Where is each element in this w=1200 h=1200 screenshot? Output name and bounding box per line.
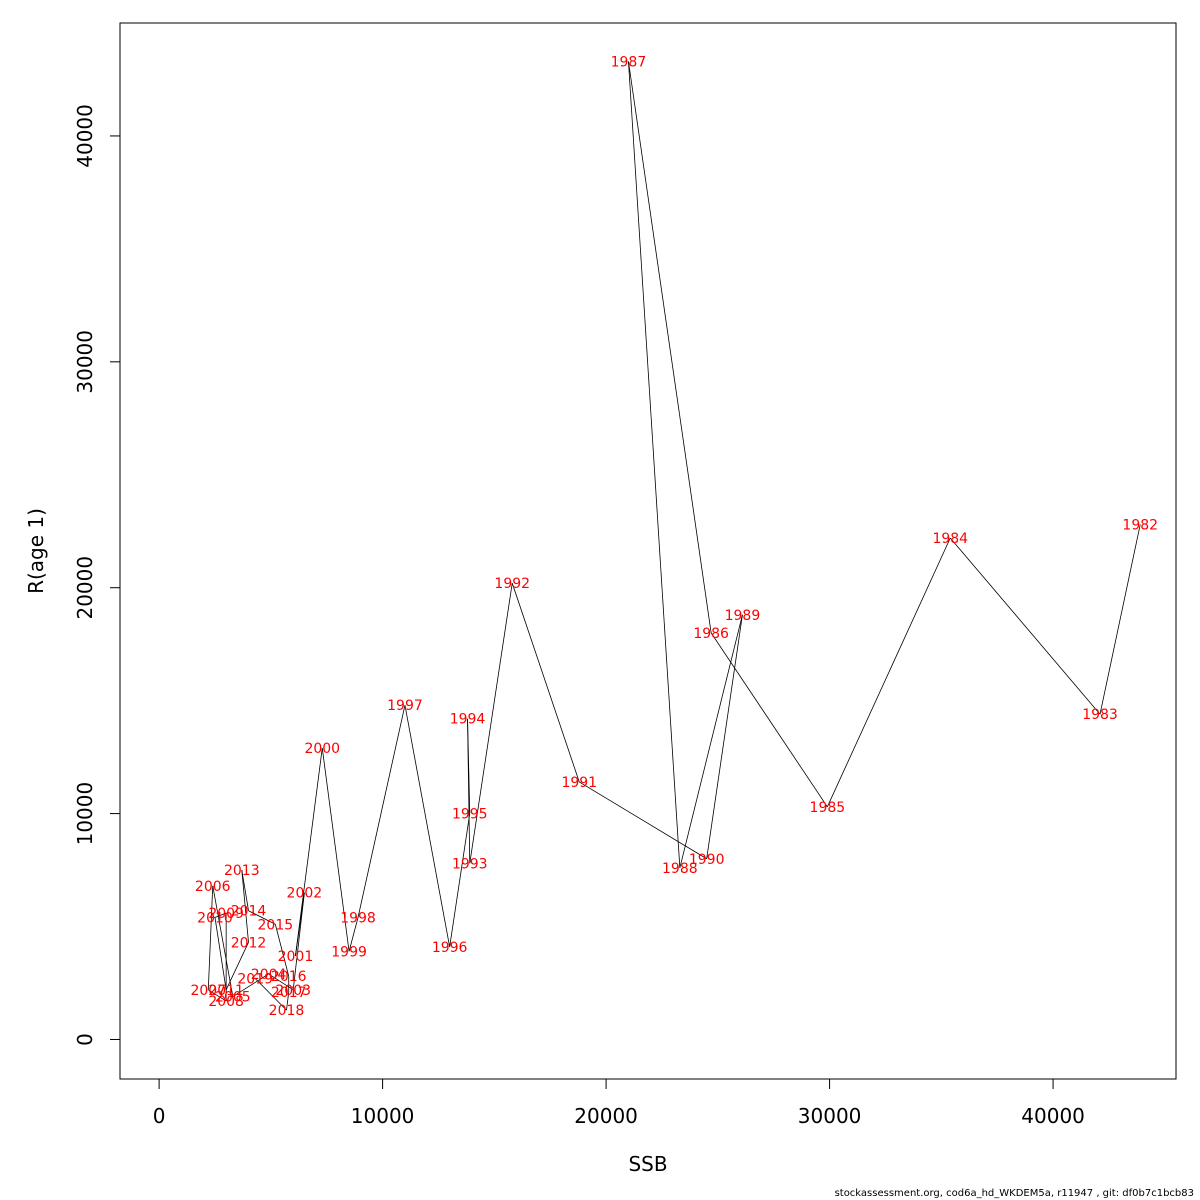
point-label: 2007	[190, 983, 226, 999]
series-segment	[628, 61, 712, 633]
point-label: 2013	[224, 863, 260, 879]
x-tick-label: 0	[153, 1104, 166, 1128]
point-label: 1987	[611, 54, 647, 70]
point-label: 1990	[689, 852, 725, 868]
point-label: 1997	[387, 698, 423, 714]
series-segment	[628, 61, 681, 868]
series-segment	[579, 781, 707, 860]
series-segment	[214, 917, 227, 990]
series-segment	[449, 813, 471, 947]
series-segment	[949, 537, 1101, 715]
x-axis-title: SSB	[628, 1152, 667, 1176]
point-label: 2019	[237, 971, 273, 987]
point-label: 2018	[269, 1003, 305, 1019]
series-segment	[248, 910, 276, 925]
series-segment	[212, 885, 234, 997]
series-segment	[295, 748, 323, 956]
point-label: 2009	[208, 906, 244, 922]
series-segment	[241, 869, 249, 911]
series-segment	[241, 870, 249, 943]
point-label: 1994	[450, 712, 486, 728]
series-segment	[207, 885, 214, 990]
series-segment	[710, 632, 828, 808]
point-label: 2012	[231, 935, 267, 951]
x-ticks: 0 10000 20000 30000 40000	[153, 1079, 1085, 1128]
point-label: 1982	[1122, 517, 1158, 533]
point-label: 2003	[275, 983, 311, 999]
point-label: 2014	[231, 904, 267, 920]
point-label: 2005	[215, 990, 251, 1006]
point-label: 2015	[258, 917, 294, 933]
point-label: 1992	[494, 576, 530, 592]
point-label: 2017	[271, 985, 307, 1001]
x-tick-label: 30000	[798, 1104, 862, 1128]
point-label: 1998	[340, 910, 376, 926]
point-label: 2004	[251, 967, 287, 983]
point-label: 2011	[208, 983, 244, 999]
point-label: 2000	[304, 741, 340, 757]
point-label: 2001	[278, 949, 314, 965]
y-tick-label: 10000	[73, 782, 97, 846]
series-segment	[357, 705, 406, 918]
series-segment	[469, 583, 513, 864]
point-label: 1991	[561, 775, 597, 791]
series-segment	[706, 614, 743, 859]
series-segment	[511, 583, 580, 783]
point-label: 1995	[452, 807, 488, 823]
y-tick-label: 20000	[73, 556, 97, 620]
series-segment	[292, 892, 305, 990]
point-label: 1983	[1082, 707, 1118, 723]
point-label: 2008	[208, 994, 244, 1010]
point-label: 1996	[432, 940, 468, 956]
series-segment	[404, 705, 451, 947]
series-segment	[679, 614, 743, 868]
footer-credit: stockassessment.org, cod6a_hd_WKDEM5a, r…	[834, 1188, 1194, 1199]
series-segment	[1099, 524, 1141, 715]
point-label: 1993	[452, 856, 488, 872]
point-label: 1999	[331, 944, 367, 960]
series-segment	[274, 924, 290, 977]
y-tick-label: 0	[73, 1033, 97, 1046]
y-tick-label: 40000	[73, 104, 97, 168]
series-segment	[232, 973, 269, 997]
y-axis-title: R(age 1)	[24, 508, 48, 594]
series-segment	[225, 942, 249, 990]
x-tick-label: 10000	[351, 1104, 415, 1128]
point-label: 1988	[662, 861, 698, 877]
series-segment	[254, 978, 287, 1011]
x-tick-label: 20000	[574, 1104, 638, 1128]
point-label: 2002	[287, 886, 323, 902]
point-label: 2016	[271, 969, 307, 985]
point-label: 2010	[197, 910, 233, 926]
series-segment	[826, 537, 951, 807]
series-segment	[208, 989, 227, 1002]
point-label: 1985	[810, 800, 846, 816]
y-tick-label: 30000	[73, 330, 97, 394]
x-tick-label: 40000	[1021, 1104, 1085, 1128]
series-segment	[321, 748, 350, 952]
point-label: 2006	[195, 879, 231, 895]
series-segment	[214, 912, 227, 918]
point-labels: 1982 1983 1984 1985 1986 1987 1988 1989 1990 1991…	[190, 54, 1158, 1019]
series-segment	[286, 991, 290, 1011]
series-segment	[467, 718, 471, 814]
point-label: 1984	[932, 531, 968, 547]
point-label: 1989	[725, 608, 761, 624]
point-label: 1986	[693, 626, 729, 642]
series-line	[207, 61, 1141, 1011]
series-segment	[348, 917, 359, 952]
y-ticks: 0 10000 20000 30000 40000	[73, 104, 120, 1046]
